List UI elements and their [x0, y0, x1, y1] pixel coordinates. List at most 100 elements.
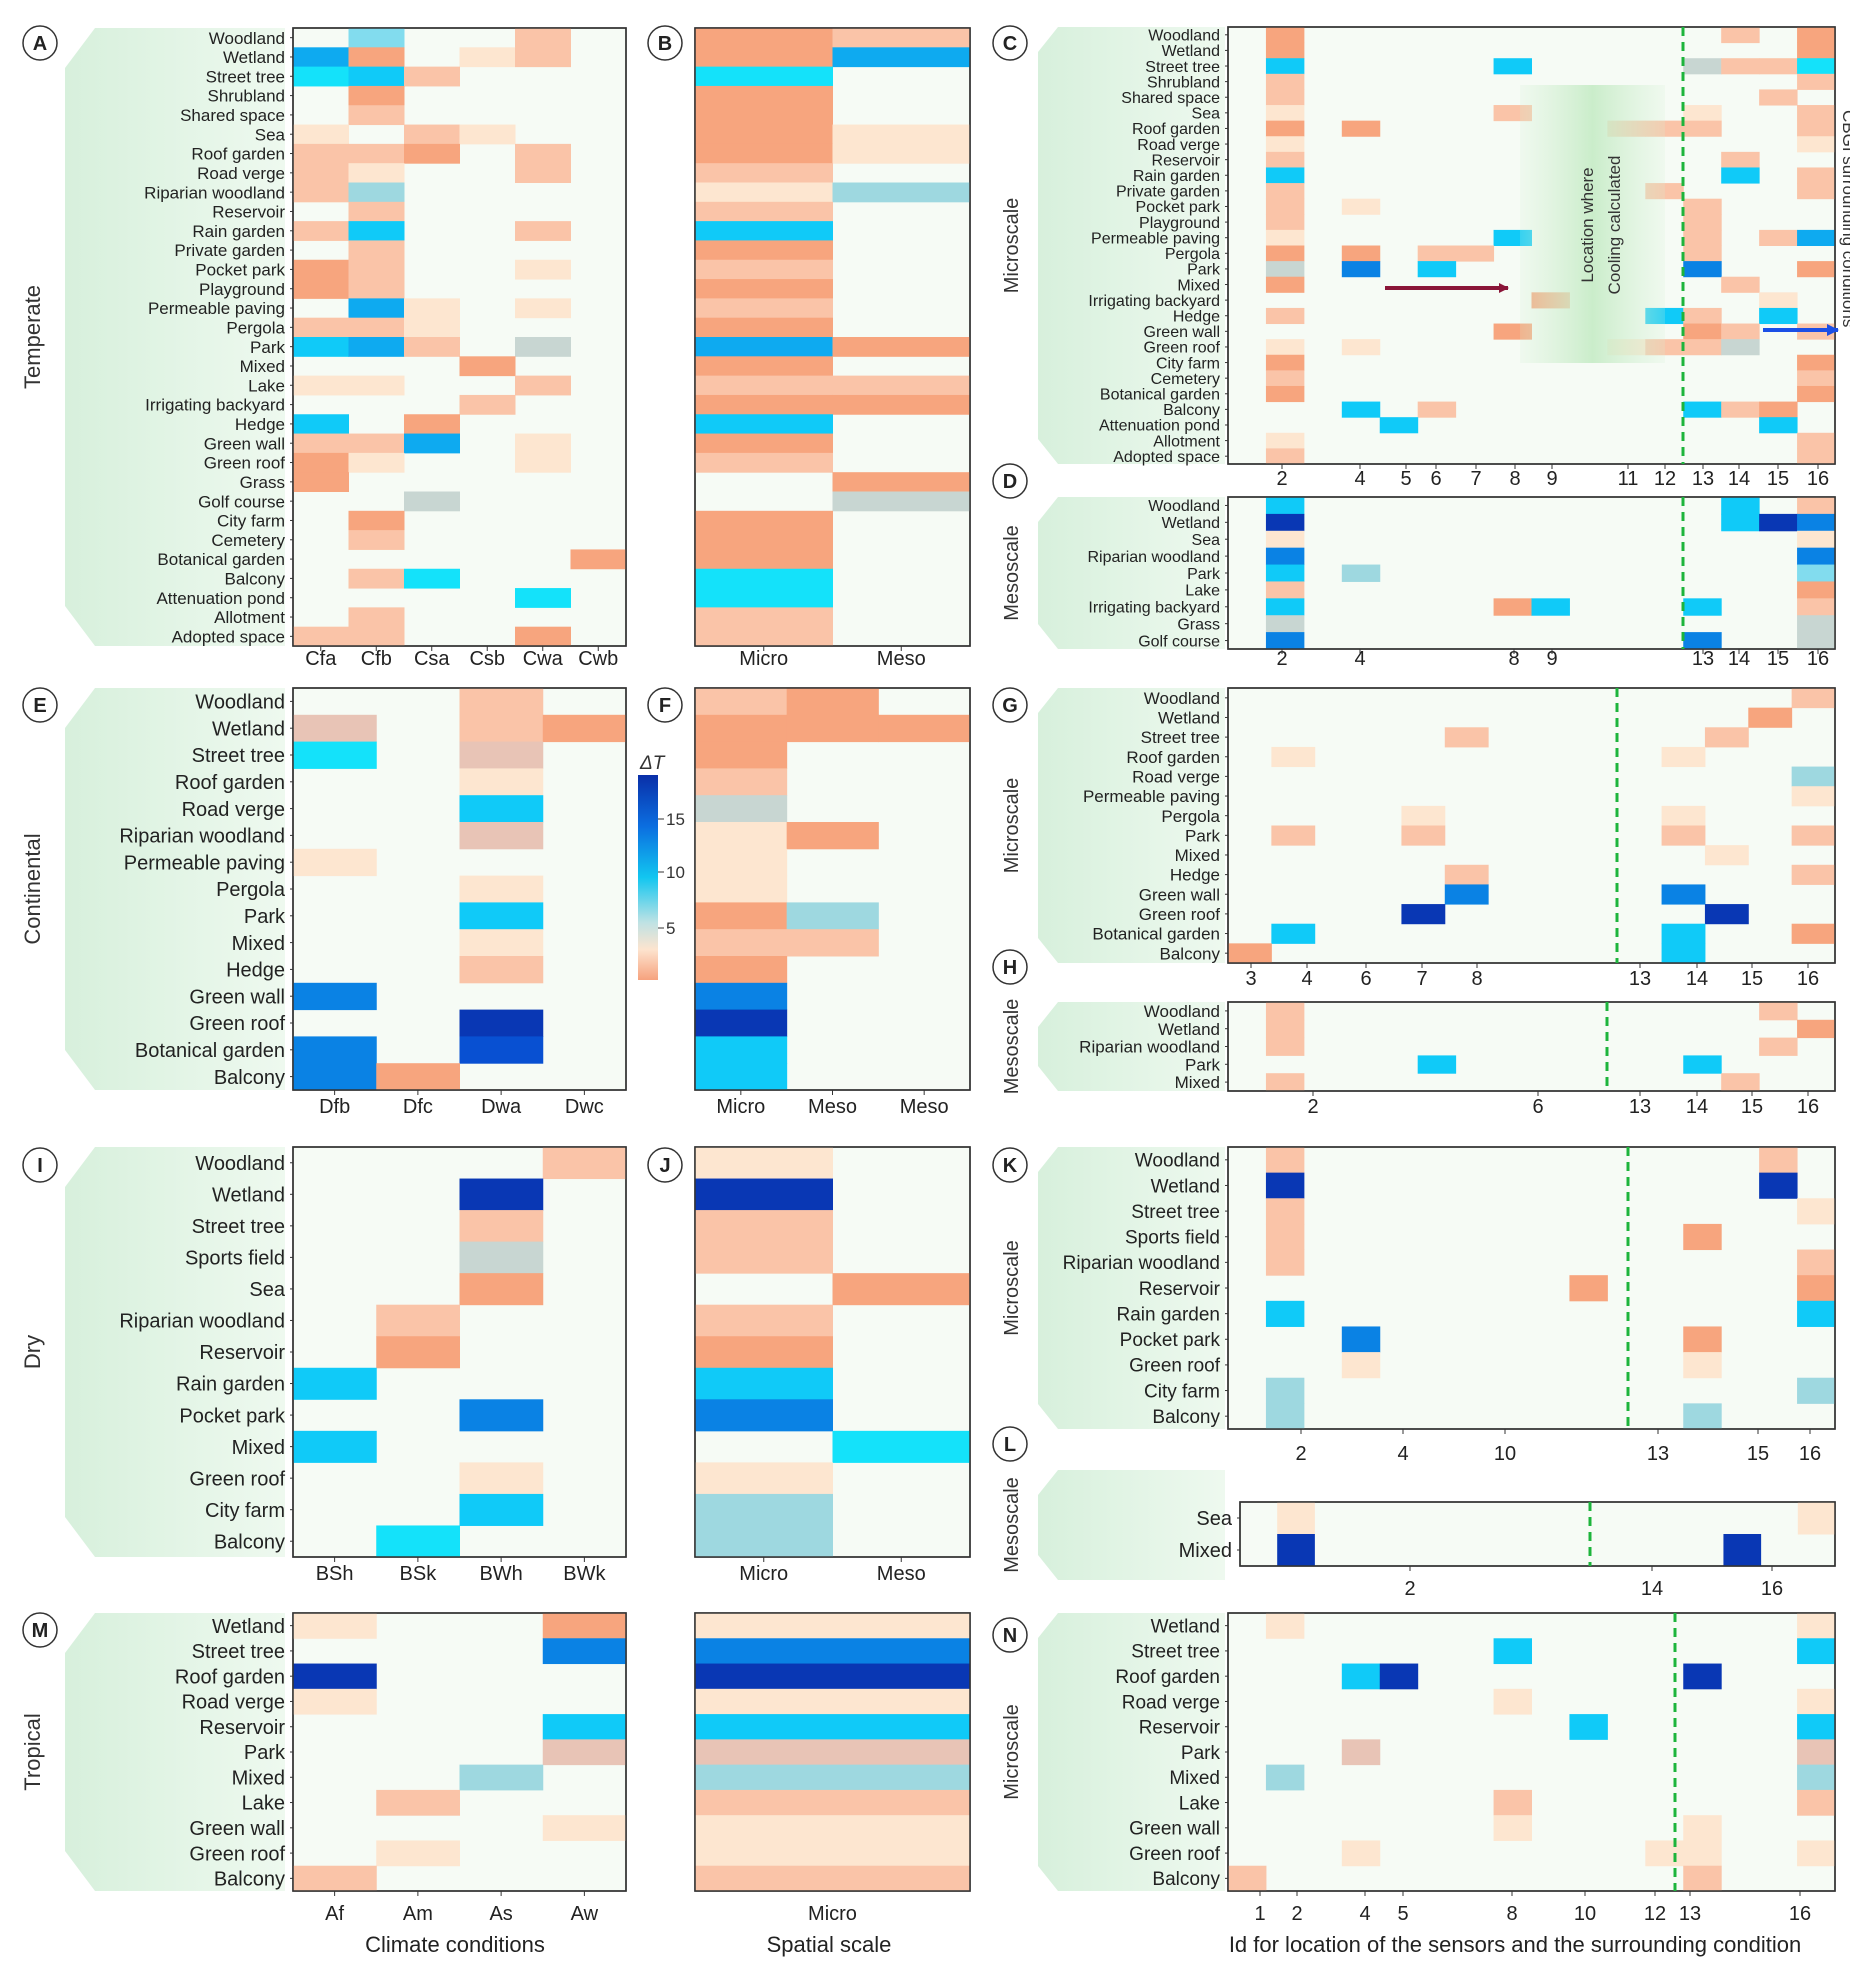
- column-label: 5: [1400, 468, 1411, 490]
- row-label: Reservoir: [199, 1342, 285, 1364]
- row-label: Sports field: [1125, 1228, 1220, 1249]
- heatmap-cell: [1265, 632, 1305, 650]
- row-label: Pergola: [216, 879, 286, 901]
- panel-letter: A: [33, 33, 47, 55]
- heatmap-cell: [1683, 1055, 1722, 1074]
- heatmap-cell: [1401, 805, 1446, 826]
- heatmap-cell: [1721, 339, 1760, 356]
- panel-l: Sea Mixed 2 14 16 L: [992, 1426, 1836, 1600]
- heatmap-cell: [695, 452, 833, 473]
- row-label: Botanical garden: [135, 1040, 285, 1062]
- heatmap-cell: [1759, 229, 1798, 246]
- heatmap-cell: [1797, 432, 1836, 449]
- heatmap-cell: [1797, 1739, 1836, 1766]
- panel-badge: [647, 25, 683, 61]
- heatmap-cell: [1797, 1019, 1836, 1039]
- row-label: Balcony: [1160, 944, 1221, 963]
- heatmap-cell: [832, 375, 971, 396]
- heatmap-cell: [1265, 1198, 1305, 1225]
- heatmap-cell: [376, 1840, 460, 1867]
- row-label: Wetland: [212, 1185, 285, 1207]
- climate-conditions-label: Climate conditions: [365, 1932, 545, 1957]
- heatmap-cell: [695, 1493, 833, 1526]
- column-label: 4: [1397, 1443, 1408, 1465]
- heatmap-cell: [1265, 370, 1305, 387]
- heatmap-cell: [459, 1178, 544, 1211]
- heatmap-cell: [348, 182, 405, 203]
- scale-label: Microscale: [1001, 778, 1023, 874]
- heatmap-cell: [695, 317, 833, 338]
- row-label: Riparian woodland: [119, 1311, 285, 1333]
- group-band: [65, 1613, 285, 1891]
- heatmap-cell: [1683, 245, 1722, 262]
- row-label: Pocket park: [1136, 199, 1221, 216]
- heatmap-cell: [1265, 198, 1305, 215]
- panel-badge: [22, 1147, 58, 1183]
- heatmap-cell: [1683, 1403, 1722, 1430]
- scale-band: [1038, 1147, 1225, 1429]
- panel-badge: [992, 1426, 1028, 1462]
- heatmap-cell: [1265, 354, 1305, 371]
- heatmap-cell: [1721, 513, 1760, 532]
- column-label: 13: [1679, 1903, 1701, 1925]
- column-label: Dwa: [481, 1096, 522, 1118]
- heatmap-cell: [1401, 904, 1446, 925]
- row-label: Cemetery: [1151, 371, 1220, 388]
- heatmap-cell: [542, 1147, 627, 1180]
- row-label: Irrigating backyard: [1088, 293, 1220, 310]
- heatmap-cell: [1341, 1663, 1381, 1690]
- column-label: Cfa: [305, 648, 337, 670]
- heatmap-cell: [695, 201, 833, 222]
- heatmap-cell: [1265, 497, 1305, 515]
- heatmap-cell: [542, 1613, 627, 1639]
- column-label: 9: [1546, 468, 1557, 490]
- heatmap-cell: [695, 1241, 833, 1274]
- column-label: 15: [1767, 468, 1789, 490]
- heatmap-cell: [1265, 73, 1305, 90]
- heatmap-cell: [459, 1241, 544, 1274]
- row-label: Riparian woodland: [119, 826, 285, 848]
- heatmap-cell: [1797, 229, 1836, 246]
- heatmap-cell: [1265, 229, 1305, 246]
- heatmap-cell: [695, 714, 788, 743]
- row-label: Woodland: [1135, 1151, 1220, 1172]
- panel-letter: D: [1003, 471, 1017, 493]
- panel-letter: N: [1003, 1625, 1017, 1647]
- row-label: Irrigating backyard: [145, 396, 285, 415]
- row-label: Pergola: [226, 318, 285, 337]
- heatmap-cell: [695, 259, 833, 280]
- row-label: Woodland: [1144, 689, 1220, 708]
- column-label: Micro: [716, 1096, 765, 1118]
- bottom-labels: Climate conditions Spatial scale Id for …: [365, 1932, 1801, 1957]
- heatmap-cell: [348, 433, 405, 454]
- heatmap-cell: [293, 124, 349, 145]
- colorbar-tick-label: 15: [666, 810, 685, 829]
- heatmap-cell: [1265, 1037, 1305, 1056]
- heatmap-cell: [695, 1210, 833, 1243]
- heatmap-cell: [293, 626, 349, 647]
- heatmap-cell: [1265, 1073, 1305, 1092]
- panel-letter: M: [32, 1620, 49, 1642]
- panel-k: Woodland Wetland Street tree Sports field Ri…: [992, 1146, 1836, 1465]
- column-label: 16: [1807, 648, 1829, 670]
- row-label: Pocket park: [179, 1405, 286, 1427]
- row-label: Riparian woodland: [1079, 1038, 1220, 1057]
- heatmap-cell: [832, 1273, 971, 1306]
- heatmap-cell: [459, 956, 544, 984]
- row-label: Sea: [255, 125, 286, 144]
- heatmap-cell: [1265, 615, 1305, 633]
- heatmap-cell: [404, 66, 460, 87]
- row-label: Park: [1187, 262, 1221, 279]
- heatmap-cell: [1797, 1198, 1836, 1225]
- column-label: 11: [1618, 468, 1639, 490]
- panel-badge: [22, 687, 58, 723]
- heatmap-cell: [404, 298, 460, 319]
- heatmap-cell: [1683, 58, 1722, 75]
- heatmap-cell: [695, 1009, 788, 1037]
- column-label: BSk: [400, 1563, 438, 1585]
- row-label: Street tree: [1131, 1642, 1220, 1663]
- heatmap-cell: [293, 163, 349, 183]
- row-label: Hedge: [226, 960, 285, 982]
- panel-letter: H: [1003, 957, 1017, 979]
- row-label: Green roof: [204, 454, 286, 473]
